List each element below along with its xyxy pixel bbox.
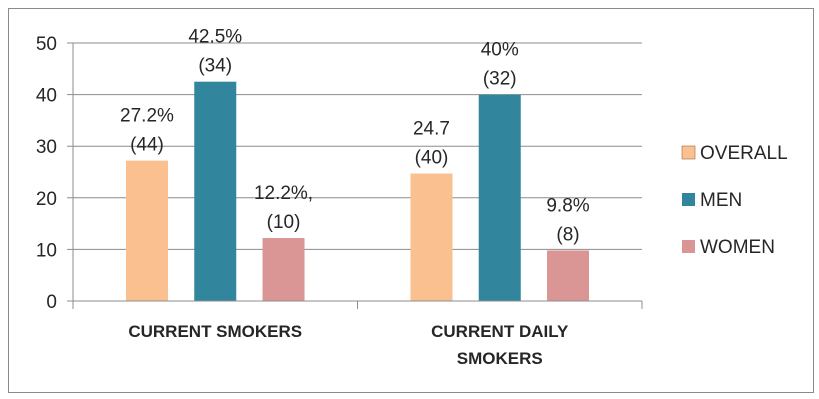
legend-swatch-overall [681,145,696,160]
y-tick-label: 30 [36,137,57,158]
legend: OVERALL MEN WOMEN [681,143,788,258]
x-category-label: CURRENT SMOKERS [128,322,302,341]
legend-swatch-men [682,193,695,206]
data-label: 42.5% [188,27,242,48]
chart-svg: 0 10 20 30 40 50 CURRENT SMOKERS CURRENT DAILY S… [36,27,788,368]
chart-frame: 0 10 20 30 40 50 CURRENT SMOKERS CURRENT DAILY S… [8,8,814,393]
bars [125,81,590,301]
bar-men [194,81,237,301]
data-label: 12.2%, [254,183,313,204]
y-tick-label: 40 [36,86,57,107]
data-labels: 27.2% (44) 42.5% (34) 12.2%, (10) 24.7 (40) 40% (… [120,27,590,246]
data-label: (44) [130,135,164,156]
data-label: 27.2% [120,106,174,127]
axes: 0 10 20 30 40 50 CURRENT SMOKERS CURRENT DAILY S… [36,34,643,368]
x-category-label: CURRENT DAILY [431,322,569,341]
data-label: (40) [415,148,449,169]
data-label: (32) [483,69,517,90]
data-label: 24.7 [413,119,450,140]
y-tick-label: 50 [36,34,57,55]
bar-women [262,238,305,301]
legend-label-women: WOMEN [700,237,775,258]
data-label: (8) [556,224,579,245]
data-label: (10) [267,212,301,233]
data-label: (34) [198,56,232,77]
y-tick-label: 10 [36,240,57,261]
y-tick-label: 20 [36,189,57,210]
data-label: 40% [481,40,519,61]
bar-overall [410,173,453,301]
bar-women [547,250,590,301]
bar-men [478,94,521,301]
legend-swatch-women [682,240,695,253]
bar-overall [125,160,168,301]
legend-label-men: MEN [700,190,742,211]
legend-label-overall: OVERALL [700,143,788,164]
data-label: 9.8% [546,195,589,216]
x-category-label: SMOKERS [457,349,543,368]
y-tick-label: 0 [46,292,57,313]
